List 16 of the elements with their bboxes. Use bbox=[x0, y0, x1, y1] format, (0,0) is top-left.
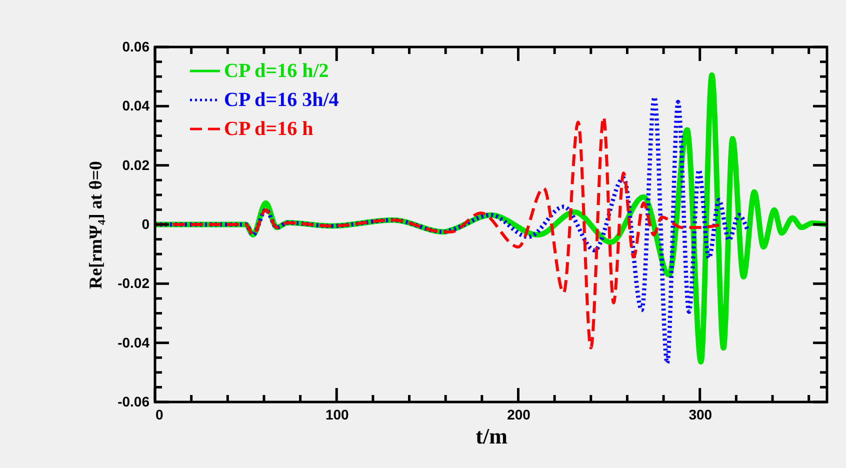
y-tick-label: 0 bbox=[142, 216, 150, 232]
y-tick-label: 0.04 bbox=[122, 98, 150, 114]
y-tick-label: -0.06 bbox=[118, 394, 150, 410]
y-tick-label: 0.06 bbox=[122, 38, 150, 54]
y-tick-label: -0.04 bbox=[118, 334, 150, 350]
x-axis-title: t/m bbox=[476, 424, 508, 448]
x-tick-label: 100 bbox=[325, 406, 350, 422]
legend-label: CP d=16 h/2 bbox=[224, 60, 329, 82]
y-axis-title: Re[rmΨ₄] at θ=0 bbox=[86, 160, 106, 290]
legend-label: CP d=16 h bbox=[224, 118, 314, 140]
y-tick-label: -0.02 bbox=[118, 275, 150, 292]
y-tick-label: 0.02 bbox=[122, 156, 150, 173]
x-tick-label: 0 bbox=[156, 406, 164, 422]
legend-label: CP d=16 3h/4 bbox=[224, 89, 339, 111]
x-tick-label: 300 bbox=[688, 406, 712, 422]
x-tick-label: 200 bbox=[507, 406, 531, 422]
